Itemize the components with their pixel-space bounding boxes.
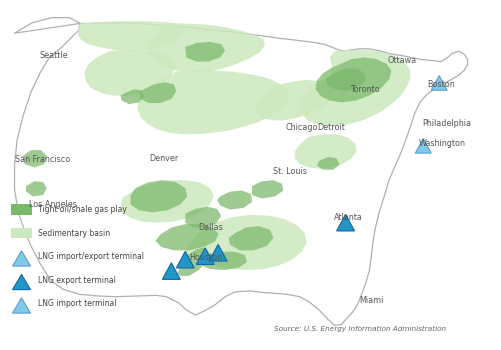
Text: Denver: Denver [149, 154, 178, 163]
Polygon shape [155, 224, 218, 250]
Polygon shape [177, 248, 208, 276]
Text: Washington: Washington [417, 139, 464, 148]
Polygon shape [13, 298, 31, 313]
Polygon shape [326, 69, 365, 91]
Bar [11, 228, 32, 238]
Polygon shape [217, 190, 252, 210]
Polygon shape [162, 263, 180, 279]
Text: San Francisco: San Francisco [15, 155, 70, 164]
Text: Sedimentary basin: Sedimentary basin [38, 229, 110, 238]
Polygon shape [120, 89, 144, 104]
Bar [11, 204, 32, 215]
Polygon shape [23, 150, 47, 167]
Polygon shape [78, 21, 185, 51]
Text: Toronto: Toronto [350, 85, 380, 94]
Text: LNG import terminal: LNG import terminal [38, 299, 116, 308]
Polygon shape [15, 18, 466, 326]
Text: Chicago: Chicago [285, 123, 318, 132]
Text: LNG import/export terminal: LNG import/export terminal [38, 252, 144, 261]
Polygon shape [185, 42, 224, 62]
Text: St. Louis: St. Louis [273, 167, 307, 176]
Polygon shape [315, 57, 391, 102]
Polygon shape [185, 207, 220, 228]
Polygon shape [198, 252, 246, 270]
Text: LNG export terminal: LNG export terminal [38, 276, 116, 285]
Polygon shape [13, 251, 31, 266]
Polygon shape [182, 215, 306, 270]
Text: Source: U.S. Energy Information Administration: Source: U.S. Energy Information Administ… [274, 326, 446, 332]
Text: Houston: Houston [188, 253, 221, 262]
Polygon shape [257, 80, 333, 120]
Text: Seattle: Seattle [40, 51, 68, 60]
Polygon shape [209, 244, 226, 261]
Text: Detroit: Detroit [317, 124, 344, 132]
Text: Boston: Boston [427, 80, 454, 89]
Polygon shape [130, 180, 187, 212]
Text: Los Angeles: Los Angeles [30, 200, 77, 209]
Polygon shape [299, 50, 409, 126]
Text: Ottawa: Ottawa [387, 56, 416, 65]
Polygon shape [26, 181, 47, 196]
Text: Tight oil/shale gas play: Tight oil/shale gas play [38, 205, 127, 214]
Polygon shape [120, 180, 213, 223]
Polygon shape [430, 76, 446, 90]
Polygon shape [84, 50, 175, 96]
Polygon shape [228, 226, 273, 250]
Polygon shape [176, 251, 194, 268]
Polygon shape [252, 180, 283, 198]
Polygon shape [336, 214, 354, 231]
Text: Atlanta: Atlanta [333, 213, 362, 222]
Polygon shape [146, 23, 265, 72]
Text: Miami: Miami [359, 296, 383, 305]
Polygon shape [196, 248, 214, 265]
Polygon shape [13, 274, 31, 289]
Polygon shape [316, 157, 339, 170]
Text: Philadelphia: Philadelphia [421, 119, 470, 128]
Polygon shape [137, 71, 288, 134]
Polygon shape [139, 82, 176, 103]
Text: Dallas: Dallas [198, 223, 223, 232]
Polygon shape [294, 134, 356, 169]
Polygon shape [414, 139, 430, 153]
